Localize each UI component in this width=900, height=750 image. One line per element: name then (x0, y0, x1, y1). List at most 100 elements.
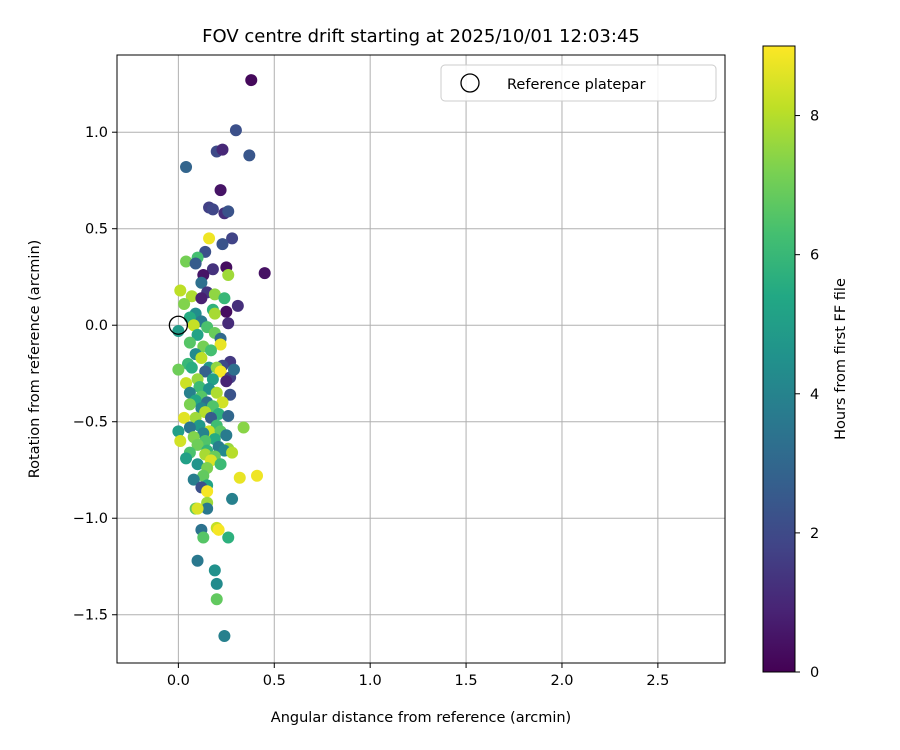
scatter-point (185, 361, 198, 374)
y-tick-label: 1.0 (85, 125, 108, 141)
scatter-point (203, 232, 216, 245)
scatter-point (222, 531, 235, 544)
scatter-point (222, 317, 235, 330)
reference-platepar-marker (168, 315, 189, 335)
data-points (168, 74, 271, 642)
scatter-point (214, 184, 227, 197)
x-tick-label: 1.5 (455, 673, 478, 689)
scatter-point (183, 398, 196, 411)
scatter-point (206, 373, 219, 386)
scatter-point (183, 421, 196, 434)
scatter-point (214, 338, 227, 351)
y-axis-label: Rotation from reference (arcmin) (27, 240, 43, 479)
scatter-point (191, 438, 204, 451)
scatter-point (212, 523, 225, 536)
scatter-point (237, 421, 250, 434)
scatter-point (210, 593, 223, 606)
scatter-point (172, 363, 185, 376)
scatter-point (222, 269, 235, 282)
scatter-point (210, 386, 223, 399)
scatter-point (245, 74, 258, 87)
scatter-point (197, 469, 210, 482)
scatter-point (226, 446, 239, 459)
scatter-point (187, 473, 200, 486)
y-tick-label: −1.0 (73, 511, 108, 527)
legend-label: Reference platepar (507, 77, 645, 93)
scatter-point (178, 297, 191, 310)
plot-area (168, 74, 271, 642)
scatter-point (191, 502, 204, 515)
colorbar-tick-label: 0 (810, 665, 819, 681)
scatter-point (258, 267, 271, 280)
scatter-point (183, 336, 196, 349)
scatter-point (189, 257, 202, 270)
scatter-point (201, 502, 214, 515)
scatter-point (220, 429, 233, 442)
y-tick-label: 0.5 (85, 222, 108, 238)
scatter-point (214, 458, 227, 471)
x-tick-label: 2.0 (550, 673, 573, 689)
colorbar-ticks: 0 2 4 6 8 (795, 109, 819, 681)
scatter-point (197, 531, 210, 544)
scatter-point (218, 629, 231, 642)
chart-title: FOV centre drift starting at 2025/10/01 … (202, 26, 640, 47)
scatter-point (185, 290, 198, 303)
scatter-point (180, 160, 193, 173)
scatter-point (172, 325, 185, 338)
scatter-point (180, 452, 193, 465)
scatter-point (193, 380, 206, 393)
scatter-point (233, 471, 246, 484)
scatter-point (210, 577, 223, 590)
colorbar (762, 45, 796, 673)
scatter-point (222, 409, 235, 422)
scatter-point (204, 344, 217, 357)
scatter-point (206, 263, 219, 276)
x-tick-label: 1.0 (359, 673, 382, 689)
scatter-point (187, 319, 200, 332)
x-tick-label: 2.5 (646, 673, 669, 689)
x-axis-label: Angular distance from reference (arcmin) (271, 710, 571, 726)
legend-box (440, 64, 717, 102)
scatter-point (231, 299, 244, 312)
scatter-point (191, 328, 204, 341)
scatter-point (218, 292, 231, 305)
scatter-point (226, 232, 239, 245)
scatter-point (226, 492, 239, 505)
scatter-point (174, 435, 187, 448)
colorbar-tick-label: 8 (810, 109, 819, 125)
scatter-point (195, 352, 208, 365)
y-tick-label: 0.0 (85, 318, 108, 334)
scatter-point (201, 485, 214, 498)
scatter-point (222, 205, 235, 218)
scatter-point (220, 305, 233, 318)
scatter-point (214, 365, 227, 378)
scatter-point (243, 149, 256, 162)
scatter-point (229, 124, 242, 137)
legend-reference-marker (460, 73, 480, 93)
x-tick-label: 0.0 (167, 673, 190, 689)
x-tick-label: 0.5 (263, 673, 286, 689)
scatter-point (206, 203, 219, 216)
colorbar-tick-label: 6 (810, 248, 819, 264)
legend: Reference platepar (440, 64, 717, 102)
scatter-point (195, 292, 208, 305)
y-tick-label: −1.5 (73, 608, 108, 624)
scatter-point (208, 564, 221, 577)
scatter-point (227, 363, 240, 376)
scatter-point (208, 307, 221, 320)
scatter-point (174, 284, 187, 297)
scatter-point (195, 276, 208, 289)
scatter-point (191, 554, 204, 567)
colorbar-tick-label: 4 (810, 387, 819, 403)
scatter-point (172, 425, 185, 438)
y-tick-label: −0.5 (73, 415, 108, 431)
scatter-point (191, 458, 204, 471)
scatter-point (180, 255, 193, 268)
scatter-point (180, 377, 193, 390)
scatter-point (208, 288, 221, 301)
scatter-point (220, 375, 233, 388)
scatter-point (251, 469, 264, 482)
scatter-point (199, 365, 212, 378)
